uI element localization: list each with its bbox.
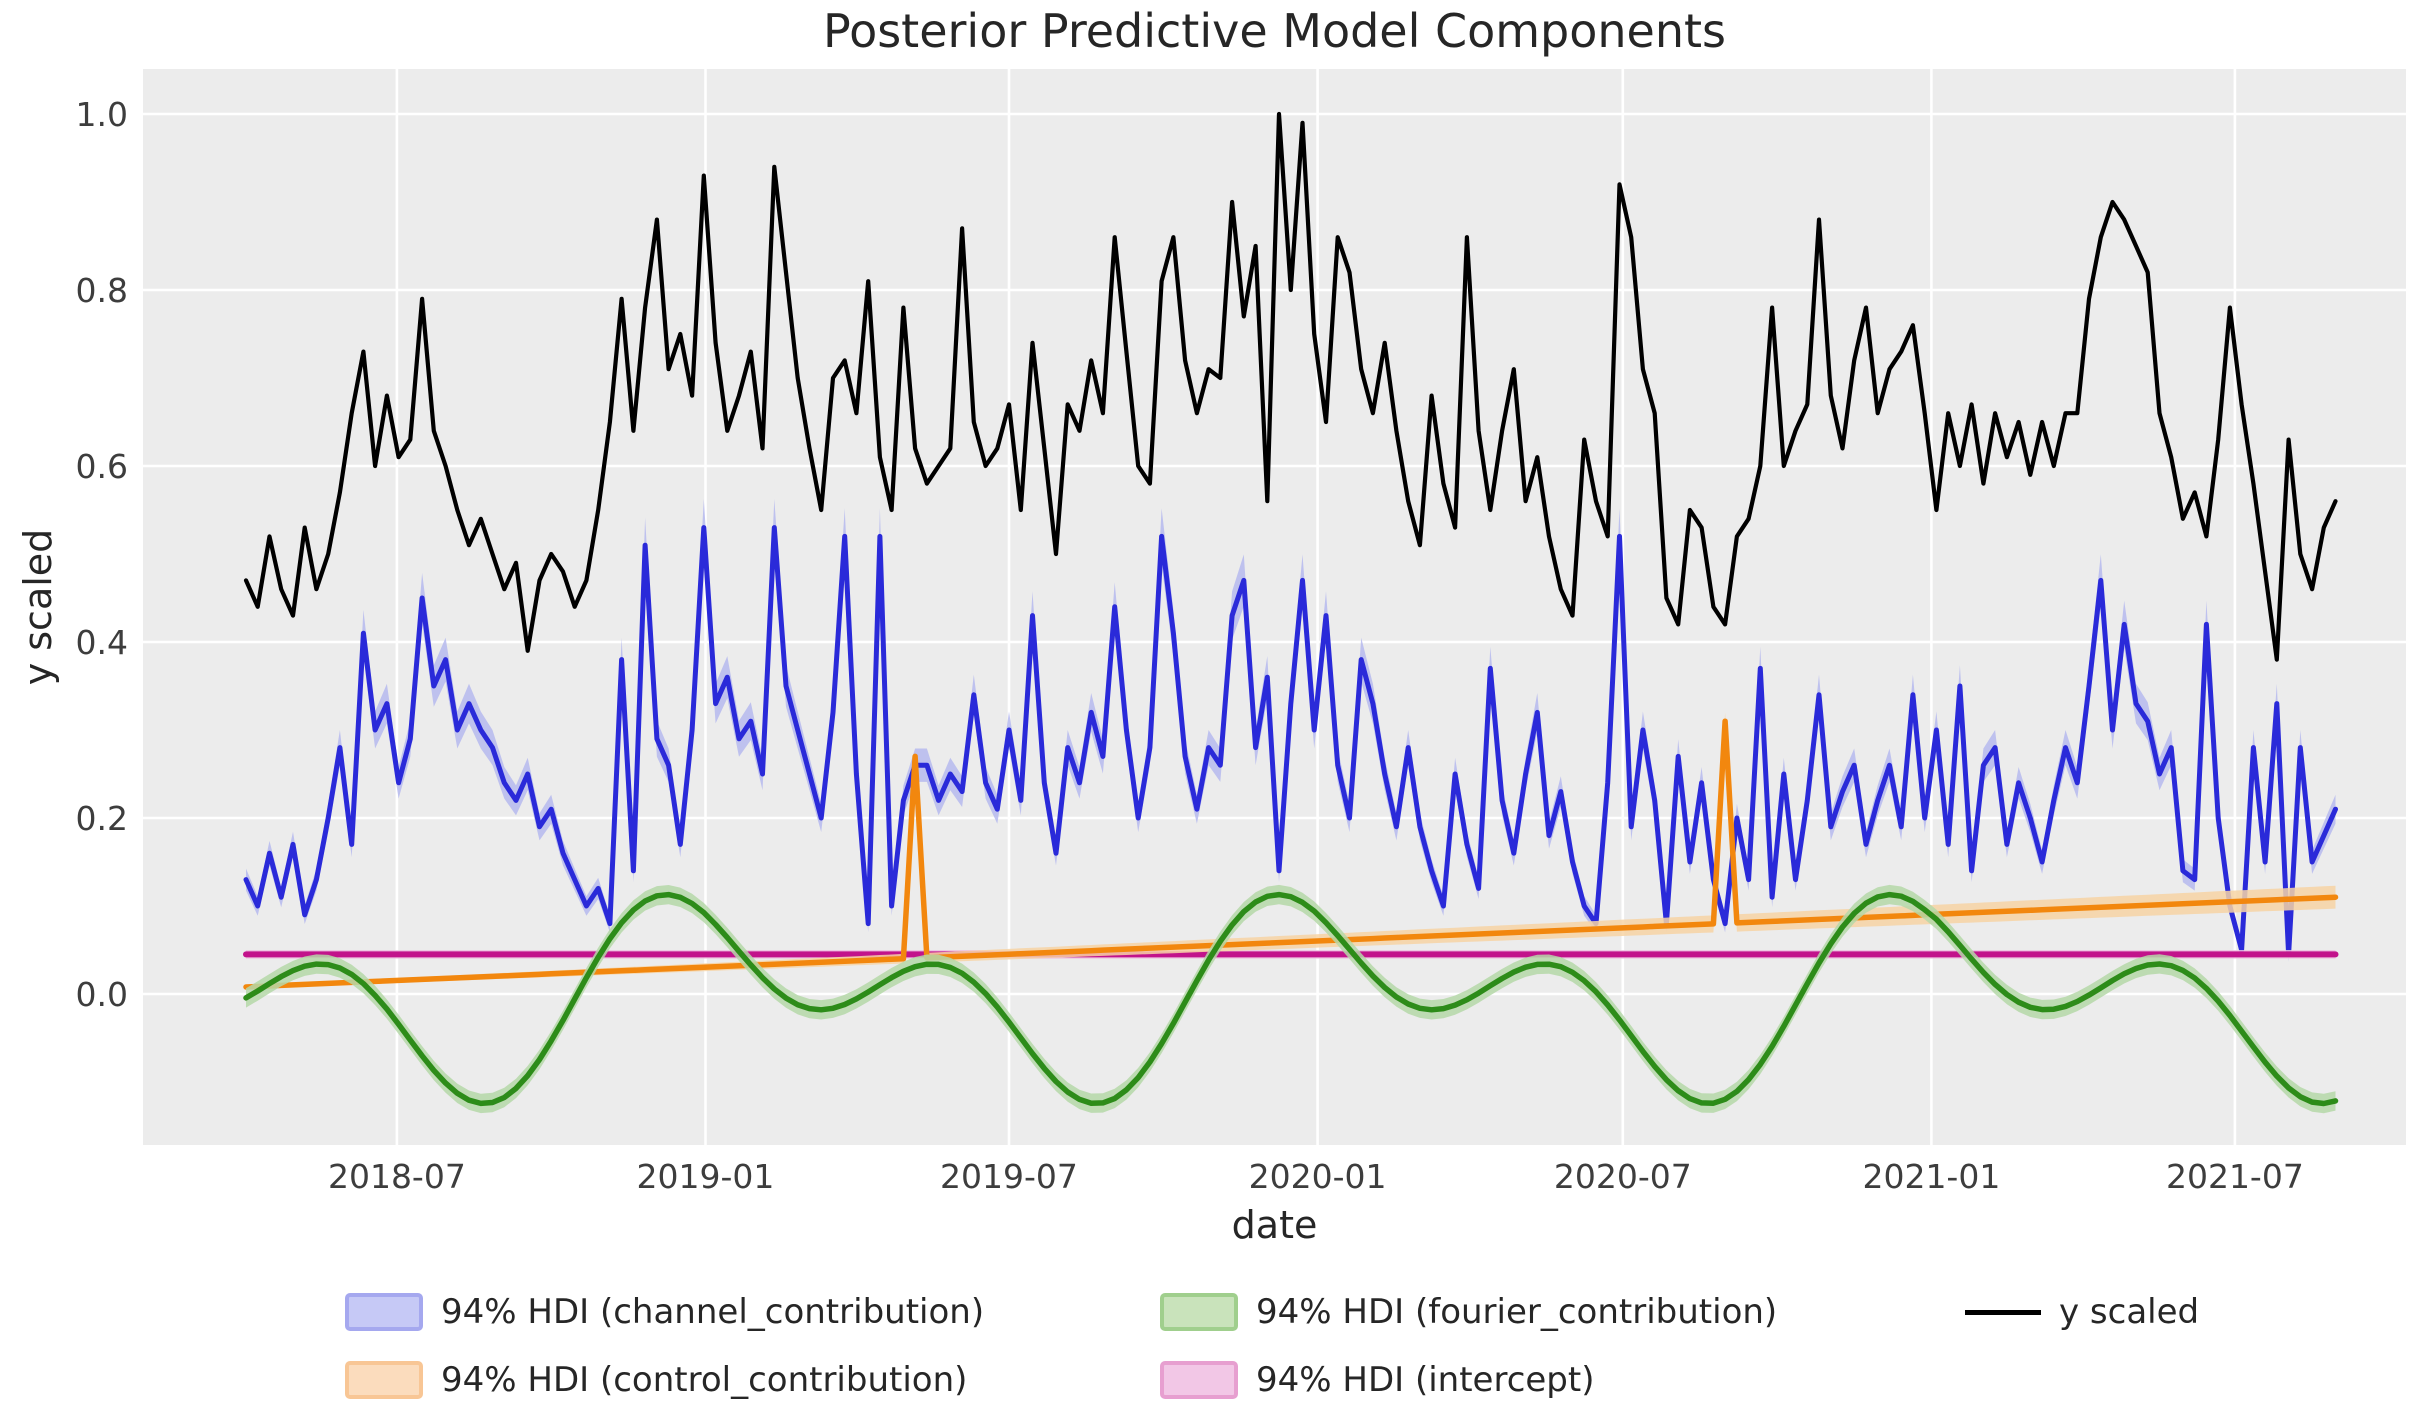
legend-label: 94% HDI (control_contribution) <box>441 1360 968 1400</box>
legend-label: 94% HDI (intercept) <box>1256 1360 1595 1400</box>
channel_contribution-line <box>243 525 2338 957</box>
legend-label: 94% HDI (fourier_contribution) <box>1256 1292 1778 1332</box>
x-tick-label: 2019-01 <box>637 1157 775 1196</box>
legend-patch-icon <box>345 1293 423 1331</box>
legend-label: 94% HDI (channel_contribution) <box>441 1292 985 1332</box>
y_scaled-line <box>243 111 2338 662</box>
x-tick-label: 2021-07 <box>2166 1157 2304 1196</box>
legend-item: 94% HDI (intercept) <box>1160 1356 1595 1404</box>
series-group <box>243 111 2339 1114</box>
y-tick-label: 0.6 <box>76 447 128 486</box>
legend-patch-icon <box>1160 1361 1238 1399</box>
legend-item: 94% HDI (channel_contribution) <box>345 1288 984 1336</box>
y-tick-labels: 1.0 0.8 0.6 0.4 0.2 0.0 <box>76 95 128 1014</box>
legend-item: 94% HDI (fourier_contribution) <box>1160 1288 1777 1336</box>
y-tick-label: 0.4 <box>76 623 128 662</box>
y-tick-label: 0.2 <box>76 799 128 838</box>
y-tick-label: 0.8 <box>76 271 128 310</box>
x-tick-label: 2018-07 <box>328 1157 466 1196</box>
chart-title: Posterior Predictive Model Components <box>822 4 1727 58</box>
y-tick-label: 0.0 <box>76 975 128 1014</box>
legend-line-icon <box>1965 1309 2041 1315</box>
x-tick-label: 2021-01 <box>1862 1157 2000 1196</box>
y-axis-label: y scaled <box>16 528 60 686</box>
x-tick-label: 2020-01 <box>1249 1157 1387 1196</box>
x-tick-label: 2020-07 <box>1554 1157 1692 1196</box>
legend-patch-icon <box>345 1361 423 1399</box>
legend-item: 94% HDI (control_contribution) <box>345 1356 967 1404</box>
legend-label: y scaled <box>2059 1292 2200 1332</box>
legend-item: y scaled <box>1965 1288 2199 1336</box>
fourier_contribution-line <box>243 891 2339 1107</box>
legend-patch-icon <box>1160 1293 1238 1331</box>
x-axis-label: date <box>1231 1203 1318 1247</box>
y-tick-label: 1.0 <box>76 95 128 134</box>
x-tick-label: 2019-07 <box>940 1157 1078 1196</box>
x-tick-labels: 2018-07 2019-01 2019-07 2020-01 2020-07 2021-… <box>328 1157 2304 1196</box>
